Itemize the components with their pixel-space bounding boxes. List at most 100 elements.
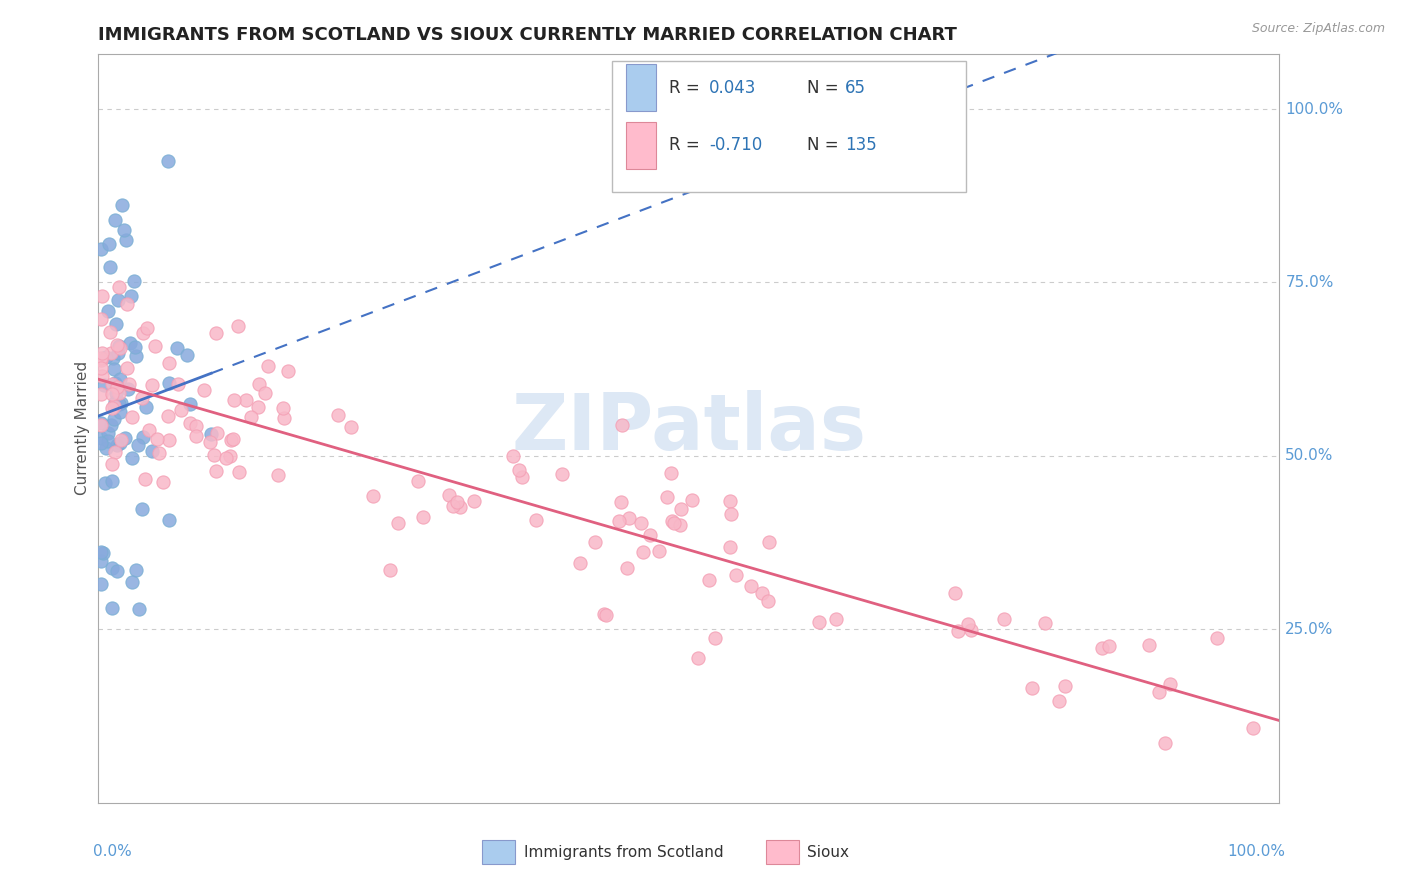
Point	[246, 400, 269, 414]
Point	[105, 338, 128, 352]
Point	[569, 556, 592, 570]
Point	[166, 341, 188, 355]
Point	[148, 446, 170, 460]
Point	[110, 372, 132, 386]
Point	[222, 432, 245, 446]
Point	[90, 416, 112, 430]
Point	[110, 435, 132, 450]
Point	[157, 409, 180, 424]
Text: 50.0%: 50.0%	[1285, 449, 1334, 464]
Text: 0.043: 0.043	[709, 78, 756, 96]
Text: N =: N =	[807, 136, 844, 154]
Point	[90, 368, 112, 383]
Point	[176, 348, 198, 362]
Point	[441, 499, 464, 513]
Point	[112, 223, 135, 237]
Point	[90, 436, 112, 450]
Point	[104, 445, 127, 459]
Point	[378, 563, 401, 577]
Point	[132, 430, 155, 444]
Point	[105, 564, 128, 578]
Point	[105, 379, 128, 393]
Point	[110, 433, 132, 447]
Point	[91, 288, 114, 302]
Point	[387, 516, 409, 531]
Point	[90, 353, 112, 368]
Point	[104, 376, 127, 390]
Point	[90, 346, 112, 360]
Point	[157, 356, 180, 370]
Point	[1147, 685, 1170, 699]
Point	[328, 408, 350, 422]
Point	[204, 326, 226, 340]
Point	[157, 376, 180, 390]
Text: ZIPatlas: ZIPatlas	[512, 390, 866, 467]
Point	[592, 607, 614, 621]
Point	[756, 594, 779, 608]
Point	[103, 362, 125, 376]
Point	[121, 410, 143, 425]
Point	[235, 393, 257, 408]
FancyBboxPatch shape	[626, 64, 655, 111]
Point	[184, 428, 207, 442]
Point	[120, 289, 142, 303]
Point	[108, 338, 131, 352]
Point	[202, 448, 225, 462]
Point	[104, 213, 127, 227]
Text: 100.0%: 100.0%	[1227, 844, 1285, 859]
Point	[617, 510, 640, 524]
Point	[186, 418, 208, 433]
Point	[90, 242, 112, 256]
Point	[90, 351, 112, 365]
Point	[121, 451, 143, 466]
FancyBboxPatch shape	[766, 840, 799, 864]
Text: 100.0%: 100.0%	[1285, 102, 1343, 117]
Point	[111, 198, 134, 212]
Text: Sioux: Sioux	[807, 845, 849, 860]
Point	[669, 502, 692, 516]
Point	[1139, 638, 1161, 652]
Point	[101, 377, 124, 392]
Point	[668, 517, 690, 532]
Point	[117, 297, 139, 311]
Text: 25.0%: 25.0%	[1285, 622, 1334, 637]
Text: Immigrants from Scotland: Immigrants from Scotland	[523, 845, 723, 860]
Point	[446, 495, 468, 509]
Point	[610, 495, 633, 509]
Point	[90, 418, 112, 433]
Point	[152, 475, 174, 489]
Point	[90, 545, 112, 559]
Point	[267, 468, 290, 483]
Point	[146, 432, 169, 446]
Point	[141, 378, 163, 392]
Point	[90, 312, 112, 326]
Point	[718, 493, 741, 508]
Point	[704, 631, 727, 645]
Point	[114, 431, 136, 445]
Point	[101, 601, 124, 615]
Point	[406, 474, 429, 488]
Point	[103, 399, 125, 413]
Text: 0.0%: 0.0%	[93, 844, 131, 859]
Point	[198, 434, 221, 449]
Point	[90, 387, 112, 401]
Point	[105, 438, 128, 452]
Point	[616, 561, 638, 575]
Point	[502, 449, 524, 463]
Point	[193, 383, 215, 397]
Point	[583, 534, 606, 549]
Point	[166, 376, 188, 391]
FancyBboxPatch shape	[612, 61, 966, 192]
Point	[607, 514, 630, 528]
Point	[277, 364, 299, 378]
Point	[612, 418, 634, 433]
Point	[247, 377, 270, 392]
Point	[118, 377, 141, 392]
Point	[100, 346, 122, 360]
Point	[125, 349, 148, 363]
Point	[361, 489, 384, 503]
Text: 75.0%: 75.0%	[1285, 275, 1334, 290]
Point	[127, 438, 149, 452]
Text: R =: R =	[669, 136, 704, 154]
Point	[638, 528, 661, 542]
